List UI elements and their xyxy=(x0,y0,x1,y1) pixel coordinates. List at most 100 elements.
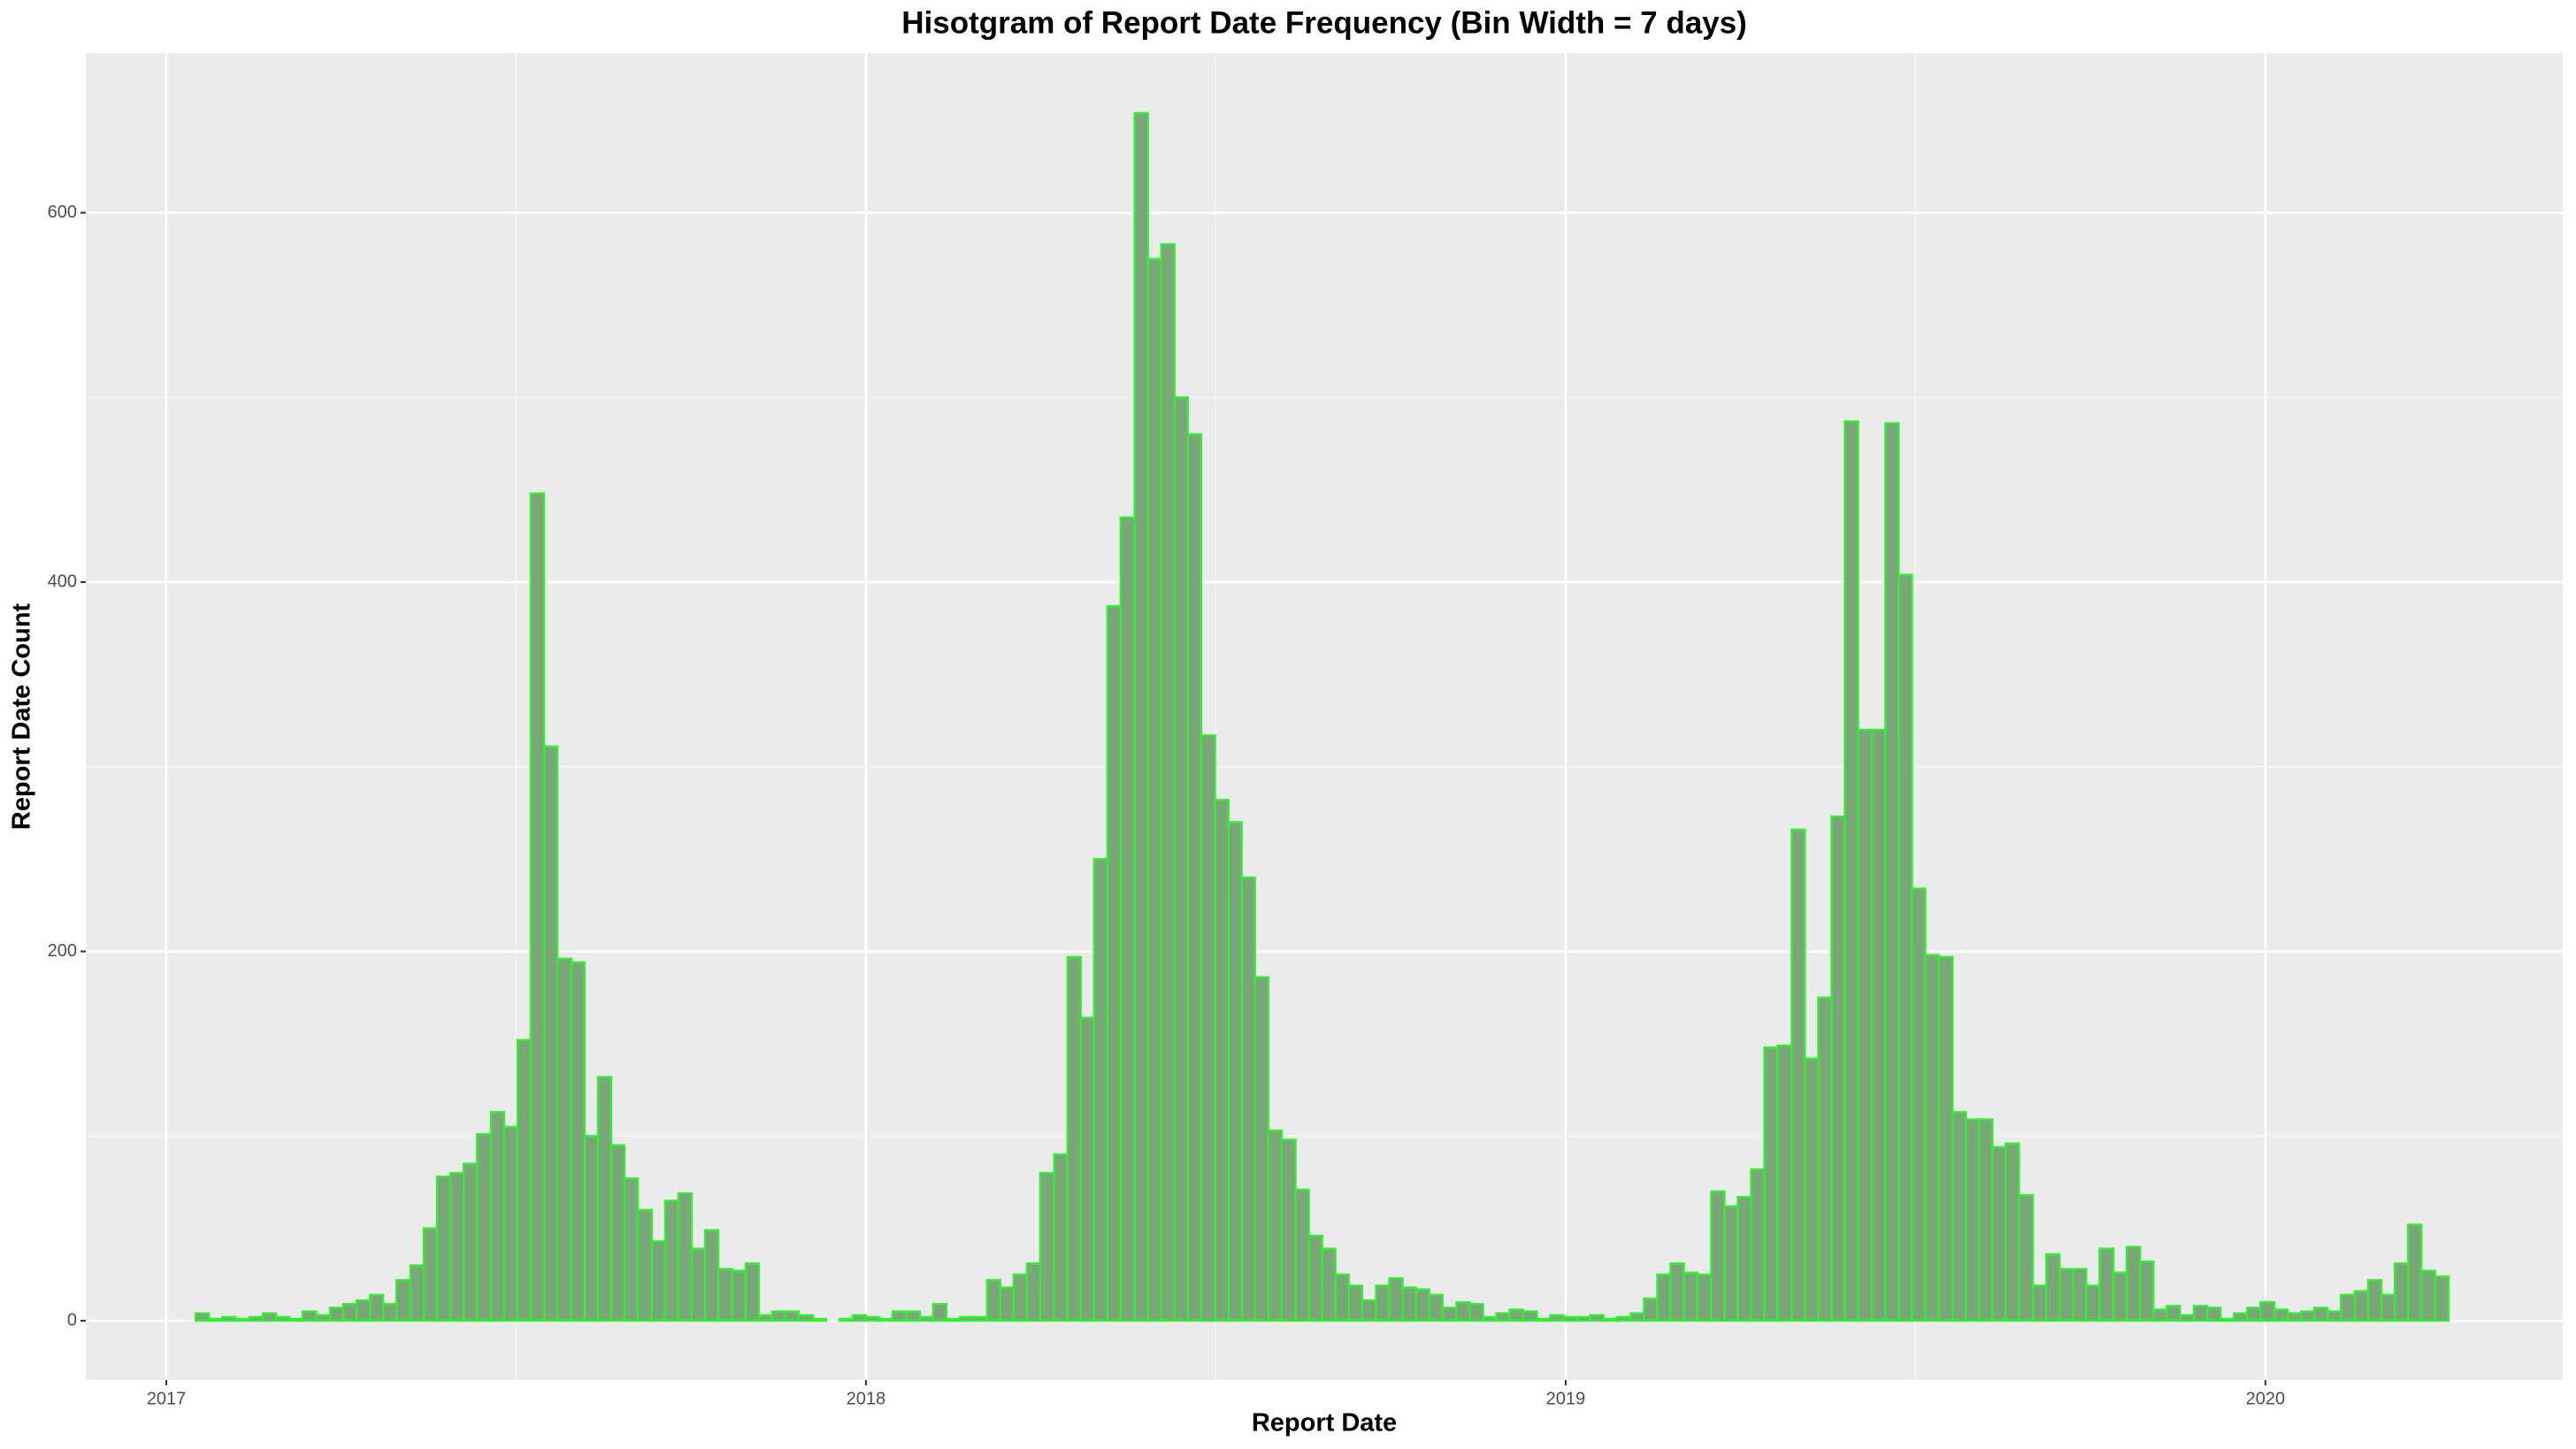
bar xyxy=(1307,1234,1323,1322)
bar xyxy=(1227,821,1243,1322)
bar xyxy=(1924,954,1940,1322)
bar xyxy=(1776,1044,1793,1322)
bar xyxy=(1401,1286,1417,1322)
y-tick-label: 0 xyxy=(67,1310,77,1330)
bar xyxy=(2032,1284,2048,1322)
bar xyxy=(1589,1314,1605,1322)
bar xyxy=(610,1144,626,1322)
y-axis-label: Report Date Count xyxy=(8,603,36,831)
bar xyxy=(261,1312,278,1322)
bar xyxy=(1790,828,1806,1322)
bar xyxy=(864,1315,881,1322)
bar xyxy=(1240,876,1256,1322)
bar xyxy=(1710,1190,1726,1322)
bar xyxy=(1629,1312,1645,1322)
bar xyxy=(1186,433,1202,1322)
bar xyxy=(838,1317,855,1322)
bar xyxy=(703,1229,720,1322)
bar xyxy=(878,1317,894,1322)
bar xyxy=(1602,1317,1618,1322)
bar xyxy=(1455,1300,1471,1322)
bar xyxy=(918,1315,935,1322)
bar xyxy=(972,1315,988,1322)
bar xyxy=(985,1278,1001,1322)
bar xyxy=(1388,1276,1404,1322)
bar xyxy=(650,1240,667,1322)
bar xyxy=(2045,1253,2061,1322)
bar xyxy=(2259,1300,2276,1322)
bar xyxy=(1428,1293,1444,1322)
bar xyxy=(623,1177,640,1322)
bar xyxy=(1884,422,1900,1322)
x-tick-label: 2018 xyxy=(847,1389,886,1408)
bar xyxy=(1669,1262,1685,1322)
bar xyxy=(502,1125,519,1322)
bar xyxy=(381,1303,398,1322)
bar xyxy=(1146,257,1162,1322)
bar xyxy=(731,1269,748,1322)
bar xyxy=(1361,1299,1377,1322)
bar xyxy=(583,1135,600,1322)
bar xyxy=(596,1076,613,1322)
bar xyxy=(489,1110,506,1322)
bar xyxy=(2098,1247,2115,1322)
bar xyxy=(1965,1118,1981,1322)
bar xyxy=(448,1171,465,1322)
bar xyxy=(1683,1271,1698,1322)
bar xyxy=(2205,1307,2222,1322)
bar xyxy=(1978,1118,1994,1322)
bar xyxy=(1991,1146,2007,1322)
bar xyxy=(301,1310,318,1322)
bar xyxy=(422,1227,439,1322)
bar xyxy=(529,492,546,1322)
bar xyxy=(663,1200,680,1322)
bar xyxy=(1441,1307,1458,1322)
bar xyxy=(1937,955,1954,1322)
bar xyxy=(1817,996,1833,1322)
bar xyxy=(395,1278,412,1322)
bar xyxy=(2152,1308,2168,1322)
bar xyxy=(1012,1273,1029,1322)
bar xyxy=(1508,1308,1524,1322)
bar xyxy=(2233,1312,2249,1322)
bar xyxy=(221,1315,237,1322)
bar xyxy=(1173,396,1189,1322)
bar xyxy=(1536,1317,1552,1322)
bar xyxy=(784,1310,801,1322)
bar xyxy=(1696,1273,1713,1322)
bar xyxy=(516,1039,533,1322)
bar xyxy=(757,1314,774,1322)
bar xyxy=(1844,420,1859,1322)
bar xyxy=(355,1299,372,1322)
bar xyxy=(2192,1305,2209,1322)
bar xyxy=(1347,1284,1363,1322)
bar xyxy=(1280,1138,1297,1322)
bar xyxy=(999,1286,1016,1322)
bar xyxy=(1576,1315,1591,1322)
bar xyxy=(409,1264,426,1322)
bar xyxy=(1750,1168,1766,1322)
bar xyxy=(891,1310,908,1322)
bar xyxy=(248,1315,264,1322)
bar xyxy=(556,957,573,1322)
bar xyxy=(475,1132,493,1322)
bar xyxy=(2340,1293,2357,1322)
bar xyxy=(744,1262,761,1322)
bar xyxy=(1294,1188,1310,1322)
x-axis-label: Report Date xyxy=(1252,1409,1397,1438)
bar xyxy=(2179,1314,2196,1322)
bar xyxy=(1763,1046,1779,1322)
x-tick-label: 2019 xyxy=(1546,1389,1586,1408)
bar xyxy=(2005,1142,2020,1322)
bar xyxy=(2393,1262,2410,1322)
bar xyxy=(208,1317,224,1322)
bar xyxy=(1133,111,1149,1322)
bar xyxy=(1643,1297,1659,1322)
bar xyxy=(194,1312,211,1322)
bar xyxy=(2420,1269,2437,1322)
bar xyxy=(2112,1271,2128,1322)
bar xyxy=(315,1314,332,1322)
bar xyxy=(1911,887,1927,1322)
bar xyxy=(1871,728,1887,1322)
